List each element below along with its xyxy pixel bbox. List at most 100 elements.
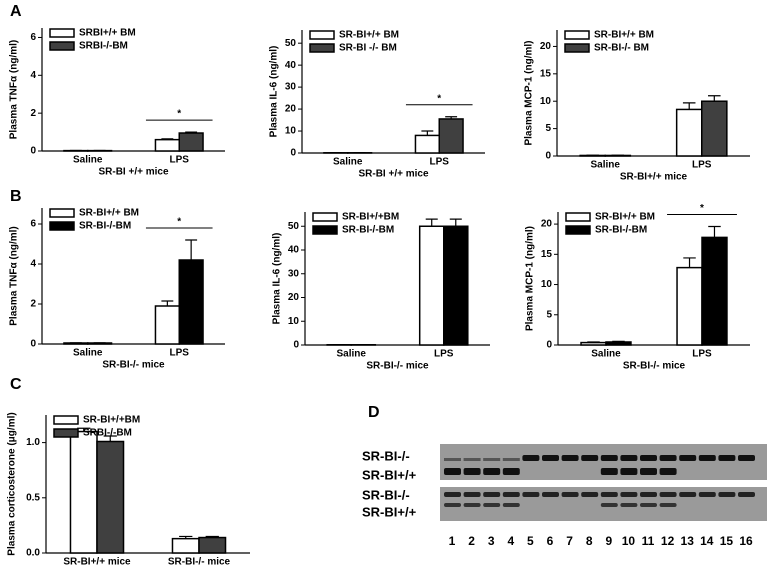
gel-band xyxy=(679,455,697,461)
bar xyxy=(178,259,204,345)
x-tick-label: LPS xyxy=(430,157,450,168)
error-bar xyxy=(161,300,174,306)
gel-row-label: SR-BI-/- xyxy=(362,448,410,463)
error-bar xyxy=(708,225,721,238)
y-tick-label: 1.0 xyxy=(26,437,40,448)
error-bar xyxy=(185,131,198,134)
error-bar xyxy=(612,340,625,342)
gel-band xyxy=(502,458,520,461)
y-tick-label: 10 xyxy=(288,316,300,327)
error-bar xyxy=(587,341,600,343)
lane-label: 10 xyxy=(622,534,636,548)
bar xyxy=(418,225,445,346)
legend-label: SR-BI -/- BM xyxy=(339,43,397,54)
y-tick-label: 40 xyxy=(285,60,297,71)
gel-band xyxy=(698,492,716,497)
y-tick-label: 20 xyxy=(285,104,297,115)
bar xyxy=(198,536,227,554)
y-tick-label: 6 xyxy=(30,219,36,230)
y-axis-label: Plasma IL-6 (ng/ml) xyxy=(269,46,280,138)
legend-label: SR-BI+/+ BM xyxy=(595,212,655,223)
gel-band xyxy=(502,468,520,475)
bar xyxy=(443,225,469,346)
gel-band xyxy=(502,492,520,497)
gel-band xyxy=(600,492,618,497)
lane-label: 11 xyxy=(642,534,655,548)
bar xyxy=(676,266,703,346)
bar xyxy=(580,341,607,346)
legend-label: SR-BI-/-BM xyxy=(595,225,647,236)
error-bar xyxy=(421,130,434,136)
gel-band xyxy=(640,492,657,497)
gel-band xyxy=(542,492,559,497)
legend-swatch xyxy=(312,225,338,235)
gel-band xyxy=(463,458,481,461)
y-tick-label: 0.5 xyxy=(26,492,40,503)
lane-label: 7 xyxy=(566,534,573,548)
gel-band xyxy=(463,492,481,497)
y-tick-label: 6 xyxy=(30,32,36,43)
lane-label: 16 xyxy=(739,534,753,548)
y-tick-label: 0 xyxy=(293,340,299,351)
legend-label: SR-BI+/+BM xyxy=(342,212,399,223)
legend-swatch xyxy=(49,28,75,38)
legend-swatch xyxy=(53,428,79,438)
y-tick-label: 10 xyxy=(285,126,297,137)
gel-band xyxy=(542,455,559,461)
gel-band xyxy=(640,503,657,507)
x-tick-label: LPS xyxy=(170,348,190,359)
gel-band xyxy=(502,503,520,507)
bar xyxy=(171,537,200,554)
legend-swatch xyxy=(312,212,338,222)
gel-band xyxy=(483,492,501,497)
y-tick-label: 20 xyxy=(288,292,300,303)
x-tick-label: LPS xyxy=(434,349,454,360)
x-tick-label: SR-BI-/- mice xyxy=(168,557,231,568)
bar xyxy=(605,341,632,346)
y-tick-label: 2 xyxy=(30,108,36,119)
legend-label: SRBI+/+ BM xyxy=(79,28,136,39)
error-bar xyxy=(682,102,696,110)
lane-label: 15 xyxy=(720,534,734,548)
legend-swatch xyxy=(49,208,75,218)
y-tick-label: 30 xyxy=(288,268,300,279)
gel-band xyxy=(463,503,481,507)
lane-label: 14 xyxy=(700,534,714,548)
gel-band xyxy=(483,458,501,461)
annotation: * xyxy=(177,109,181,120)
y-tick-label: 0 xyxy=(290,148,296,159)
x-tick-label: LPS xyxy=(170,155,190,166)
bar xyxy=(69,430,98,554)
x-tick-label: LPS xyxy=(692,160,712,171)
x-tick-label: Saline xyxy=(333,157,363,168)
panel-letter: C xyxy=(10,376,22,393)
gel-band xyxy=(718,455,736,461)
gel-band xyxy=(483,468,501,475)
legend-label: SR-BI+/+ BM xyxy=(339,30,399,41)
bar xyxy=(438,118,464,154)
lane-label: 12 xyxy=(661,534,675,548)
error-bar xyxy=(205,535,219,538)
legend-label: SR-BI+/+BM xyxy=(83,415,140,426)
x-axis-label: SR-BI-/- mice xyxy=(102,360,165,371)
gel-band xyxy=(659,503,677,507)
gel-band xyxy=(444,492,461,497)
error-bar xyxy=(77,427,91,432)
error-bar xyxy=(103,435,117,442)
annotation: * xyxy=(177,217,181,228)
y-tick-label: 15 xyxy=(541,249,553,260)
gel-band xyxy=(522,455,540,461)
gel-band xyxy=(444,503,461,507)
y-tick-label: 5 xyxy=(546,309,552,320)
gel-band xyxy=(600,455,618,461)
bar xyxy=(675,108,703,157)
legend-swatch xyxy=(309,43,335,53)
y-tick-label: 5 xyxy=(545,123,551,134)
gel-band xyxy=(522,492,540,497)
x-tick-label: Saline xyxy=(73,348,103,359)
panel-letter: B xyxy=(10,188,22,205)
gel-band xyxy=(463,468,481,475)
y-axis-label: Plasma MCP-1 (ng/ml) xyxy=(524,40,535,145)
gel-row-label: SR-BI+/+ xyxy=(362,467,417,482)
